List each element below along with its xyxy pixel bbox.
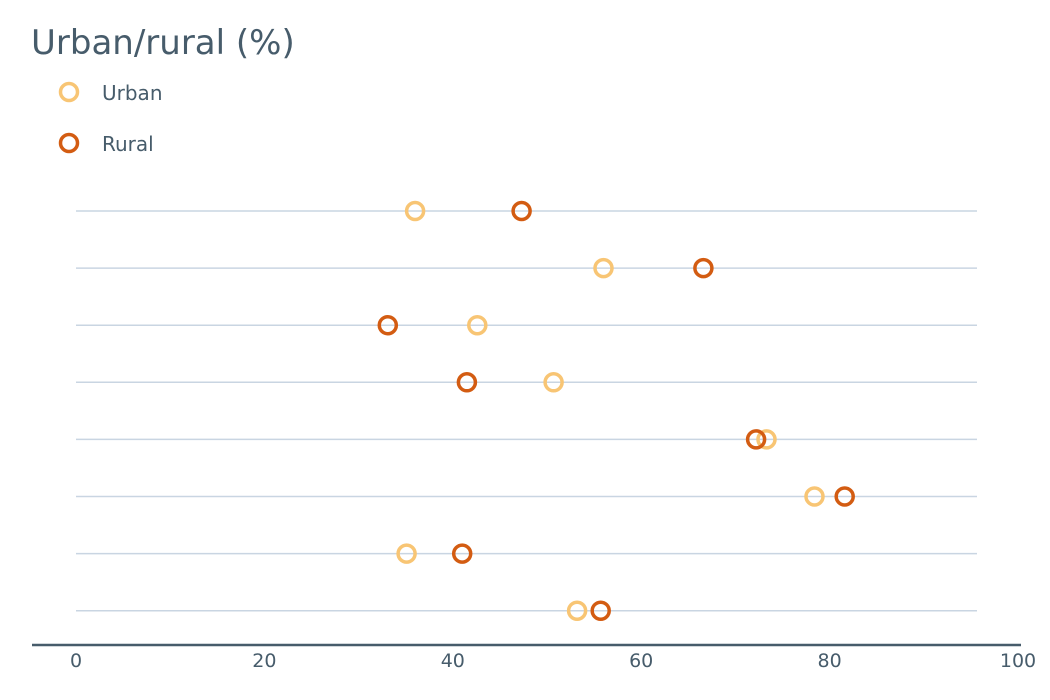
x-tick-label: 60 bbox=[629, 650, 653, 672]
urban-point-row-5 bbox=[756, 429, 777, 450]
legend-marker-urban bbox=[58, 81, 80, 103]
urban-point-row-2 bbox=[593, 257, 614, 279]
chart-title: Urban/rural (%) bbox=[31, 23, 295, 63]
urban-point-row-6 bbox=[804, 486, 825, 507]
urban-point-row-8 bbox=[566, 600, 588, 621]
rural-point-row-6 bbox=[834, 486, 855, 507]
urban-point-row-1 bbox=[404, 200, 426, 222]
rural-point-row-4 bbox=[456, 372, 478, 393]
urban-point-row-7 bbox=[396, 543, 417, 564]
x-tick-label: 100 bbox=[1000, 650, 1036, 672]
urban-point-row-4 bbox=[543, 372, 564, 393]
legend-label-rural: Rural bbox=[102, 132, 154, 156]
x-axis-ticks: 0 20 40 60 80 100 bbox=[70, 650, 1036, 672]
rural-point-row-2 bbox=[693, 257, 714, 279]
gridlines bbox=[76, 210, 977, 612]
rural-point-row-7 bbox=[451, 543, 473, 564]
legend: Urban Rural bbox=[58, 81, 163, 156]
legend-label-urban: Urban bbox=[102, 81, 163, 105]
rural-point-row-5 bbox=[745, 429, 767, 450]
rural-point-row-1 bbox=[511, 200, 532, 222]
rural-point-row-8 bbox=[590, 600, 611, 621]
x-tick-label: 20 bbox=[252, 650, 276, 672]
legend-marker-rural bbox=[58, 132, 80, 154]
rural-point-row-3 bbox=[377, 314, 399, 336]
x-tick-label: 40 bbox=[441, 650, 465, 672]
data-points bbox=[377, 200, 855, 621]
urban-point-row-3 bbox=[467, 314, 488, 336]
x-tick-label: 80 bbox=[818, 650, 842, 672]
x-tick-label: 0 bbox=[70, 650, 82, 672]
